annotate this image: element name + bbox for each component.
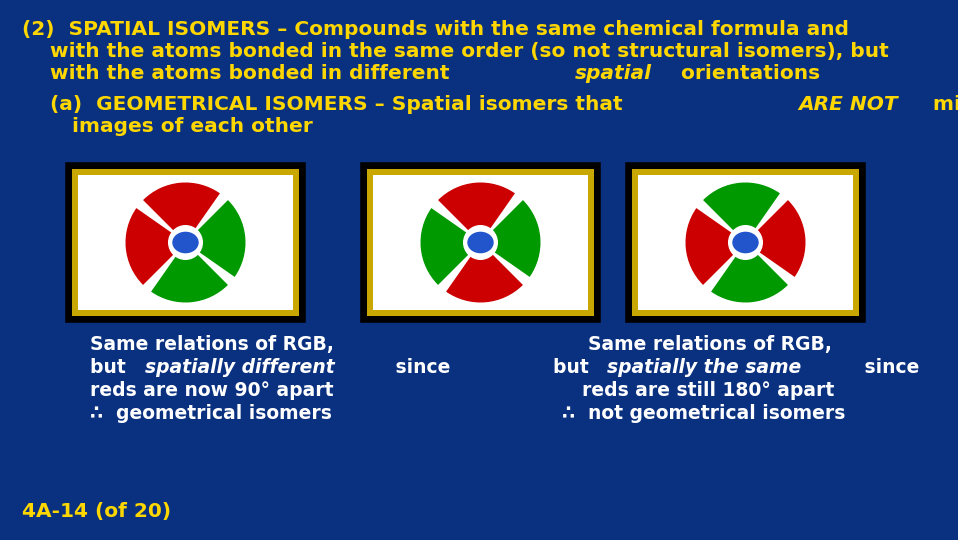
Text: images of each other: images of each other [72, 117, 312, 136]
Text: Same relations of RGB,: Same relations of RGB, [90, 335, 334, 354]
Wedge shape [745, 200, 806, 277]
Text: Same relations of RGB,: Same relations of RGB, [587, 335, 832, 354]
Text: ∴  not geometrical isomers: ∴ not geometrical isomers [562, 404, 846, 423]
Text: since: since [389, 358, 450, 377]
Text: since: since [858, 358, 920, 377]
Wedge shape [186, 200, 245, 277]
Bar [363, 165, 598, 320]
Text: spatially different: spatially different [145, 358, 334, 377]
Bar [628, 165, 863, 320]
Text: with the atoms bonded in different: with the atoms bonded in different [50, 64, 457, 83]
Circle shape [729, 226, 763, 259]
Text: but: but [553, 358, 595, 377]
Wedge shape [143, 183, 220, 242]
Ellipse shape [732, 232, 759, 253]
Text: reds are still 180° apart: reds are still 180° apart [582, 381, 834, 400]
Bar [638, 175, 853, 310]
Wedge shape [151, 242, 228, 302]
Wedge shape [481, 200, 540, 277]
Ellipse shape [468, 232, 493, 253]
Ellipse shape [172, 232, 198, 253]
Wedge shape [421, 208, 481, 285]
Text: ∴  geometrical isomers: ∴ geometrical isomers [90, 404, 331, 423]
Bar [78, 175, 293, 310]
Text: spatially the same: spatially the same [607, 358, 802, 377]
Wedge shape [711, 242, 787, 302]
Wedge shape [703, 183, 780, 242]
Text: 4A-14 (of 20): 4A-14 (of 20) [22, 502, 171, 521]
Bar [72, 169, 299, 316]
Text: mirror: mirror [926, 95, 958, 114]
Text: with the atoms bonded in the same order (so not structural isomers), but: with the atoms bonded in the same order … [50, 42, 889, 61]
Text: (a)  GEOMETRICAL ISOMERS – Spatial isomers that: (a) GEOMETRICAL ISOMERS – Spatial isomer… [50, 95, 629, 114]
Wedge shape [686, 208, 745, 285]
Text: reds are now 90° apart: reds are now 90° apart [90, 381, 333, 400]
Text: orientations: orientations [673, 64, 820, 83]
Bar [373, 175, 588, 310]
Circle shape [169, 226, 202, 259]
Bar [367, 169, 594, 316]
Wedge shape [446, 242, 523, 302]
Text: (2)  SPATIAL ISOMERS – Compounds with the same chemical formula and: (2) SPATIAL ISOMERS – Compounds with the… [22, 20, 849, 39]
Bar [632, 169, 859, 316]
Text: but: but [90, 358, 132, 377]
Wedge shape [438, 183, 514, 242]
Text: ARE NOT: ARE NOT [798, 95, 898, 114]
Circle shape [464, 226, 497, 259]
Wedge shape [125, 208, 186, 285]
Text: spatial: spatial [575, 64, 651, 83]
Bar [68, 165, 303, 320]
